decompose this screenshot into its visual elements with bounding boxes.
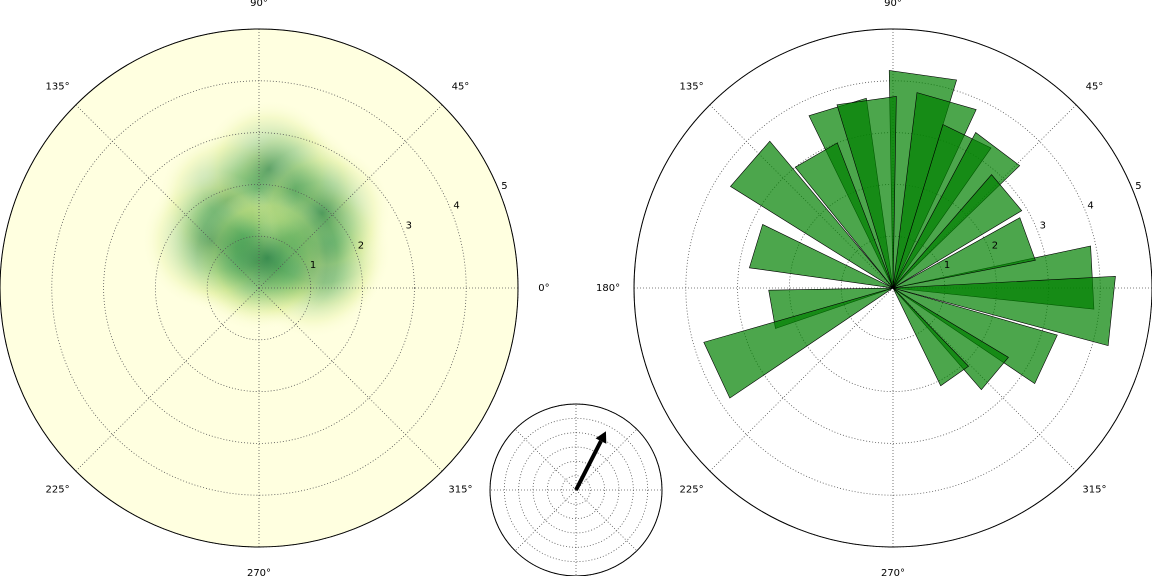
rose-wedge bbox=[892, 217, 1036, 289]
theta-tick-label: 90° bbox=[250, 0, 268, 9]
rose-wedge bbox=[730, 140, 894, 289]
theta-tick-label: 315° bbox=[448, 484, 472, 495]
theta-tick-label: 315° bbox=[1082, 484, 1106, 495]
theta-grid-line bbox=[575, 428, 638, 491]
arrow-head bbox=[595, 431, 607, 444]
theta-grid-line bbox=[514, 489, 577, 552]
polar-axes: 0° 45° 90° 135° 225° 270° 315° bbox=[0, 0, 550, 576]
theta-tick-label: 0° bbox=[538, 283, 549, 294]
theta-grid-line bbox=[75, 104, 260, 289]
arrow-shaft bbox=[574, 440, 603, 491]
r-tick-label: 2 bbox=[358, 240, 364, 251]
theta-tick-label: 45° bbox=[452, 82, 470, 93]
arrow bbox=[574, 431, 607, 491]
r-grid-circle bbox=[561, 475, 591, 505]
polar-frame bbox=[489, 403, 663, 576]
r-tick-label: 3 bbox=[1040, 221, 1046, 232]
r-tick-label: 5 bbox=[1135, 181, 1141, 192]
r-tick-label: 4 bbox=[453, 201, 459, 212]
r-grid-circle bbox=[103, 132, 415, 444]
r-tick-label: 4 bbox=[1087, 201, 1093, 212]
r-grid-circle bbox=[503, 417, 649, 563]
theta-tick-label: 225° bbox=[679, 484, 703, 495]
rose-wedge bbox=[892, 174, 1023, 289]
theta-tick-label: 45° bbox=[1086, 82, 1104, 93]
rose-wedge bbox=[892, 276, 1116, 347]
r-tick-label: 3 bbox=[406, 221, 412, 232]
density-point bbox=[197, 187, 338, 328]
theta-tick-label: 135° bbox=[679, 82, 703, 93]
theta-grid-line bbox=[258, 104, 443, 289]
density-layer bbox=[141, 99, 393, 339]
polar-frame bbox=[0, 28, 519, 548]
r-tick-label: 1 bbox=[310, 260, 316, 271]
theta-grid-line bbox=[575, 489, 638, 552]
rose-wedge bbox=[836, 96, 897, 289]
polar-frame bbox=[633, 28, 1152, 548]
r-tick-label: 5 bbox=[501, 181, 507, 192]
r-grid-circle bbox=[546, 460, 606, 520]
theta-tick-label: 135° bbox=[45, 82, 69, 93]
r-tick-label: 1 bbox=[944, 260, 950, 271]
theta-grid-line bbox=[514, 428, 577, 491]
rose-wedge bbox=[794, 142, 894, 289]
rose-wedge bbox=[703, 287, 894, 399]
r-tick-label: 2 bbox=[992, 240, 998, 251]
theta-tick-label: 180° bbox=[596, 283, 620, 294]
theta-grid-line bbox=[75, 287, 260, 472]
r-grid-circle bbox=[154, 183, 363, 392]
theta-tick-label: 225° bbox=[45, 484, 69, 495]
theta-tick-label: 270° bbox=[247, 568, 271, 576]
theta-grid-line bbox=[709, 287, 894, 472]
rose-wedge bbox=[748, 223, 894, 289]
theta-tick-label: 90° bbox=[884, 0, 902, 9]
theta-tick-label: 270° bbox=[881, 568, 905, 576]
rose-wedge bbox=[892, 287, 970, 387]
theta-grid-line bbox=[258, 287, 443, 472]
